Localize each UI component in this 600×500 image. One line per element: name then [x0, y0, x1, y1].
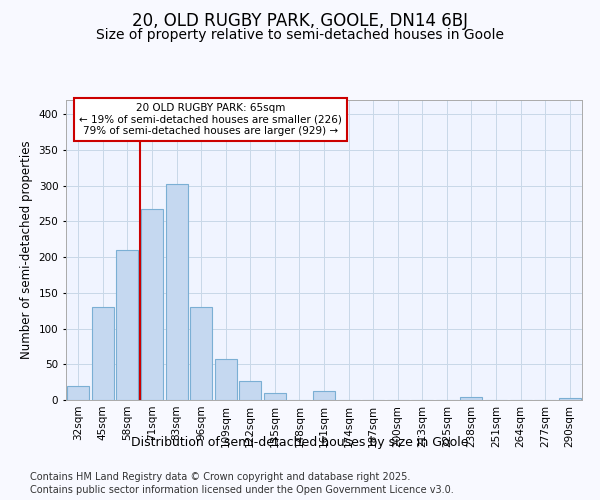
- Bar: [264, 393, 286, 400]
- Bar: [190, 307, 212, 400]
- Bar: [313, 390, 335, 400]
- Bar: [67, 386, 89, 400]
- Text: 20 OLD RUGBY PARK: 65sqm
← 19% of semi-detached houses are smaller (226)
79% of : 20 OLD RUGBY PARK: 65sqm ← 19% of semi-d…: [79, 103, 342, 136]
- Bar: [116, 250, 139, 400]
- Bar: [141, 208, 163, 400]
- Text: Contains public sector information licensed under the Open Government Licence v3: Contains public sector information licen…: [30, 485, 454, 495]
- Bar: [559, 398, 581, 400]
- Text: Contains HM Land Registry data © Crown copyright and database right 2025.: Contains HM Land Registry data © Crown c…: [30, 472, 410, 482]
- Text: 20, OLD RUGBY PARK, GOOLE, DN14 6BJ: 20, OLD RUGBY PARK, GOOLE, DN14 6BJ: [132, 12, 468, 30]
- Bar: [215, 358, 237, 400]
- Bar: [92, 307, 114, 400]
- Y-axis label: Number of semi-detached properties: Number of semi-detached properties: [20, 140, 33, 360]
- Text: Size of property relative to semi-detached houses in Goole: Size of property relative to semi-detach…: [96, 28, 504, 42]
- Bar: [460, 397, 482, 400]
- Bar: [239, 380, 262, 400]
- Bar: [166, 184, 188, 400]
- Text: Distribution of semi-detached houses by size in Goole: Distribution of semi-detached houses by …: [131, 436, 469, 449]
